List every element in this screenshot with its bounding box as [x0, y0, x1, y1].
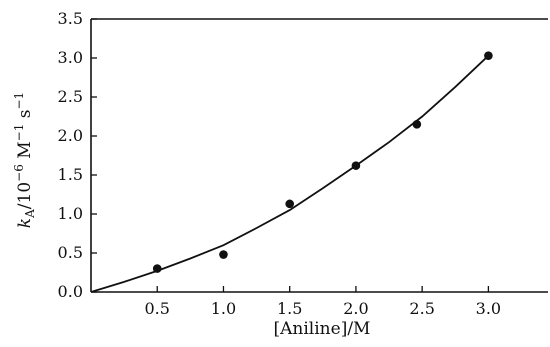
- y-axis-title: kA/10−6 M−1 s−1: [12, 92, 37, 228]
- y-tick-label: 1.5: [58, 165, 83, 184]
- y-tick-label: 3.0: [58, 48, 83, 67]
- y-tick-label: 1.0: [58, 204, 83, 223]
- x-tick-label: 0.5: [145, 299, 170, 318]
- data-point: [412, 120, 422, 129]
- x-axis-title: [Aniline]/M: [274, 319, 371, 339]
- y-axis-title-div: /10: [15, 182, 35, 209]
- data-points: [152, 51, 493, 273]
- y-tick-label: 2.5: [58, 87, 83, 106]
- y-axis-title-unit2: s: [15, 110, 35, 124]
- data-point: [351, 161, 361, 170]
- x-tick-label: 2.5: [409, 299, 434, 318]
- x-tick-label: 3.0: [476, 299, 501, 318]
- data-point: [484, 51, 493, 60]
- y-axis-title-unit1: M: [15, 141, 35, 164]
- plot-frame: [90, 18, 548, 293]
- y-tick-label: 0.0: [58, 282, 83, 301]
- data-point: [152, 264, 162, 273]
- y-tick-label: 2.0: [58, 126, 83, 145]
- y-axis-title-exp3: −1: [12, 92, 26, 110]
- y-tick-label: 3.5: [58, 9, 83, 28]
- x-tick-label: 2.0: [343, 299, 368, 318]
- data-point: [219, 250, 228, 259]
- x-ticks: 0.5 1.0 1.5 2.0 2.5 3.0: [145, 286, 501, 318]
- x-tick-label: 1.0: [211, 299, 236, 318]
- y-axis-title-exp1: −6: [12, 164, 26, 182]
- y-tick-label: 0.5: [58, 243, 83, 262]
- x-tick-label: 1.5: [277, 299, 302, 318]
- fit-curve: [90, 55, 490, 293]
- y-axis-title-exp2: −1: [12, 124, 26, 142]
- y-axis-title-sub: A: [23, 209, 37, 219]
- data-point: [285, 199, 294, 209]
- y-axis-title-k: k: [15, 218, 35, 228]
- y-ticks: 0.0 0.5 1.0 1.5 2.0 2.5 3.0 3.5: [58, 9, 97, 301]
